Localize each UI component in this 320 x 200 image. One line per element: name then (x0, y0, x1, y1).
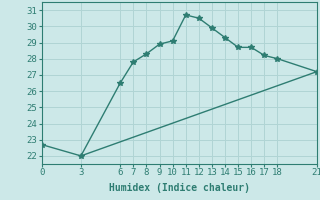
X-axis label: Humidex (Indice chaleur): Humidex (Indice chaleur) (109, 183, 250, 193)
